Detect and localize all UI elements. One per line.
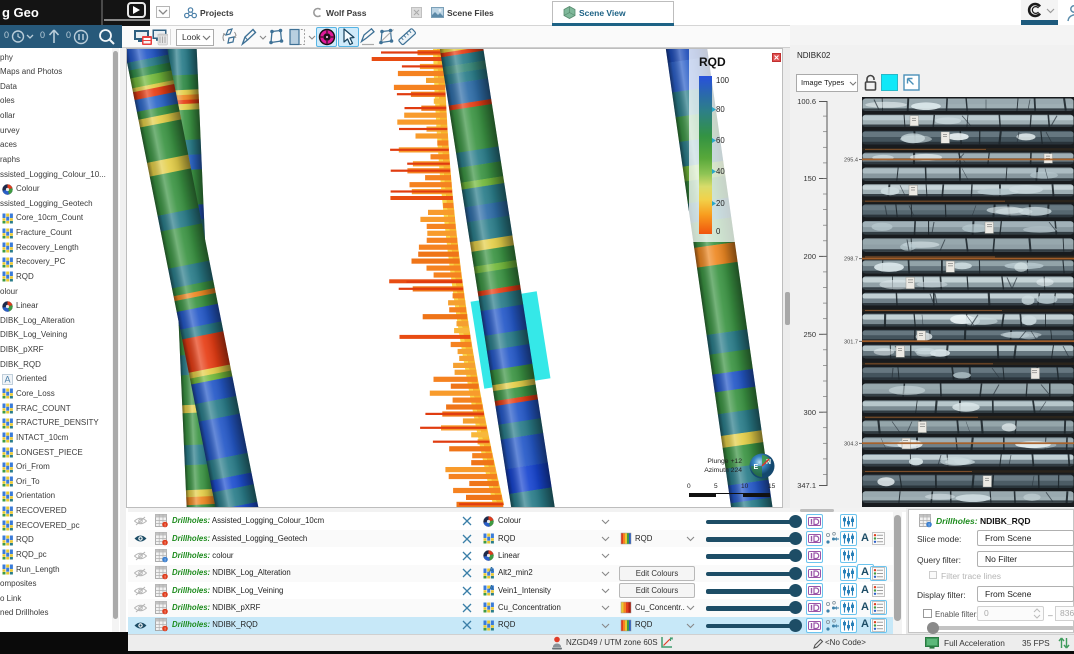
svg-text:200: 200 — [803, 252, 816, 261]
svg-text:!: ! — [164, 627, 165, 632]
svg-text:!: ! — [164, 592, 165, 597]
svg-text:100.6: 100.6 — [797, 97, 816, 106]
svg-text:250: 250 — [803, 330, 816, 339]
svg-text:N: N — [766, 459, 771, 466]
svg-text:295.4: 295.4 — [844, 158, 858, 164]
svg-text:!: ! — [164, 557, 165, 562]
svg-text:!: ! — [164, 540, 165, 545]
svg-text:300: 300 — [803, 408, 816, 417]
svg-text:!: ! — [164, 523, 165, 528]
svg-text:!: ! — [164, 610, 165, 615]
svg-text:A: A — [4, 374, 10, 384]
svg-text:!: ! — [928, 523, 929, 528]
svg-text:304.3: 304.3 — [844, 441, 858, 447]
svg-text:298.7: 298.7 — [844, 257, 858, 263]
svg-text:E: E — [754, 464, 759, 471]
svg-text:347.1: 347.1 — [797, 481, 816, 490]
svg-text:150: 150 — [803, 174, 816, 183]
svg-text:!: ! — [164, 575, 165, 580]
svg-text:301.7: 301.7 — [844, 339, 858, 345]
